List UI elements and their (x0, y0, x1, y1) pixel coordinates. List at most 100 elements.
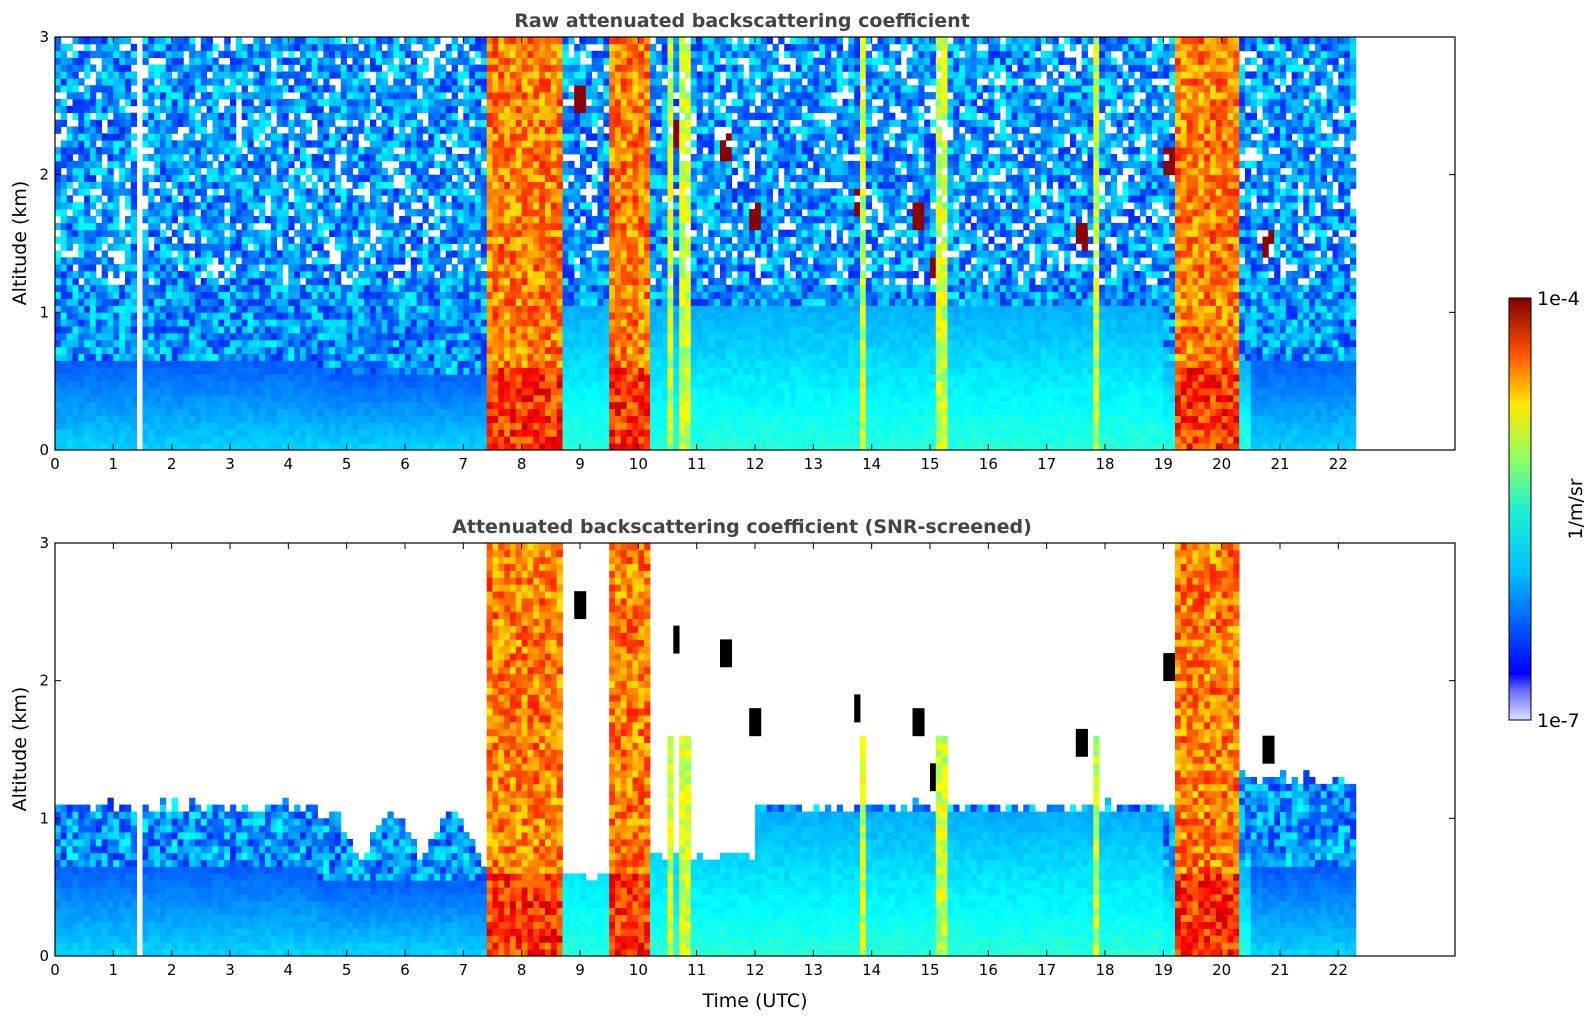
heatmap-cell (550, 188, 558, 196)
heatmap-cell (387, 50, 394, 59)
heatmap-cell (533, 78, 540, 86)
heatmap-cell (276, 154, 283, 162)
heatmap-cell (206, 271, 213, 279)
heatmap-cell (533, 236, 540, 244)
heatmap-cell (440, 98, 447, 107)
heatmap-cell (317, 257, 324, 265)
heatmap-cell (311, 209, 318, 217)
heatmap-cell (101, 264, 108, 272)
heatmap-cell (241, 167, 248, 176)
heatmap-cell (95, 305, 103, 313)
heatmap-cell (300, 57, 307, 65)
heatmap-cell (445, 333, 453, 341)
heatmap-cell (521, 401, 528, 410)
heatmap-cell (189, 422, 196, 430)
heatmap-cell (90, 154, 97, 162)
heatmap-cell (387, 216, 394, 224)
heatmap-cell (550, 298, 558, 306)
heatmap-cell (171, 429, 178, 437)
heatmap-cell (241, 188, 248, 196)
heatmap-cell (527, 112, 534, 120)
heatmap-cell (72, 160, 79, 169)
heatmap-cell (352, 415, 359, 423)
heatmap-cell (189, 92, 196, 100)
heatmap-cell (451, 195, 458, 203)
heatmap-cell (381, 346, 388, 355)
heatmap-cell (340, 126, 348, 134)
heatmap-cell (358, 37, 365, 45)
heatmap-cell (457, 85, 464, 93)
heatmap-cell (416, 37, 423, 45)
heatmap-cell (247, 216, 254, 224)
heatmap-cell (410, 394, 418, 403)
heatmap-cell (387, 333, 394, 341)
heatmap-cell (340, 305, 348, 313)
heatmap-cell (381, 202, 388, 210)
heatmap-cell (568, 195, 575, 203)
heatmap-cell (556, 353, 563, 361)
heatmap-cell (154, 216, 161, 224)
heatmap-cell (410, 174, 418, 182)
heatmap-cell (329, 353, 336, 361)
heatmap-cell (550, 408, 558, 416)
heatmap-cell (270, 271, 278, 279)
heatmap-cell (125, 50, 132, 59)
heatmap-cell (574, 229, 581, 237)
heatmap-cell (95, 85, 103, 93)
heatmap-cell (515, 443, 523, 451)
heatmap-cell (515, 339, 523, 348)
heatmap-cell (78, 394, 85, 403)
heatmap-cell (95, 429, 103, 437)
heatmap-cell (562, 388, 569, 396)
heatmap-cell (323, 126, 330, 134)
heatmap-cell (335, 353, 342, 361)
heatmap-cell (335, 174, 342, 182)
heatmap-cell (410, 229, 418, 237)
heatmap-cell (486, 112, 493, 120)
heatmap-cell (142, 374, 149, 382)
heatmap-cell (305, 394, 313, 403)
heatmap-cell (504, 181, 511, 189)
heatmap-cell (119, 408, 126, 416)
heatmap-cell (288, 277, 295, 286)
heatmap-cell (276, 422, 283, 430)
heatmap-cell (317, 133, 324, 141)
heatmap-cell (486, 394, 493, 403)
heatmap-cell (265, 374, 272, 382)
heatmap-cell (113, 202, 120, 210)
heatmap-cell (171, 147, 178, 155)
heatmap-cell (463, 119, 470, 127)
heatmap-cell (183, 112, 190, 120)
heatmap-cell (148, 92, 155, 100)
heatmap-cell (580, 422, 587, 430)
heatmap-cell (364, 174, 371, 182)
heatmap-cell (574, 381, 581, 389)
heatmap-cell (282, 339, 289, 348)
heatmap-cell (317, 105, 324, 114)
heatmap-cell (276, 443, 283, 451)
heatmap-cell (492, 57, 499, 65)
heatmap-cell (195, 443, 202, 451)
heatmap-cell (84, 195, 91, 203)
heatmap-cell (189, 154, 196, 162)
heatmap-cell (90, 222, 97, 231)
heatmap-cell (177, 181, 184, 189)
heatmap-cell (107, 374, 114, 382)
heatmap-cell (171, 195, 178, 203)
heatmap-cell (177, 105, 184, 114)
heatmap-cell (160, 305, 167, 313)
heatmap-cell (84, 408, 91, 416)
heatmap-cell (125, 243, 132, 251)
heatmap-cell (335, 401, 342, 410)
heatmap-cell (107, 188, 114, 196)
heatmap-cell (375, 236, 383, 244)
heatmap-cell (148, 443, 155, 451)
heatmap-cell (177, 422, 184, 430)
heatmap-cell (492, 126, 499, 134)
heatmap-cell (259, 202, 266, 210)
heatmap-cell (381, 284, 388, 293)
heatmap-cell (55, 57, 62, 65)
heatmap-cell (206, 422, 213, 430)
heatmap-cell (370, 408, 377, 416)
heatmap-cell (107, 388, 114, 396)
